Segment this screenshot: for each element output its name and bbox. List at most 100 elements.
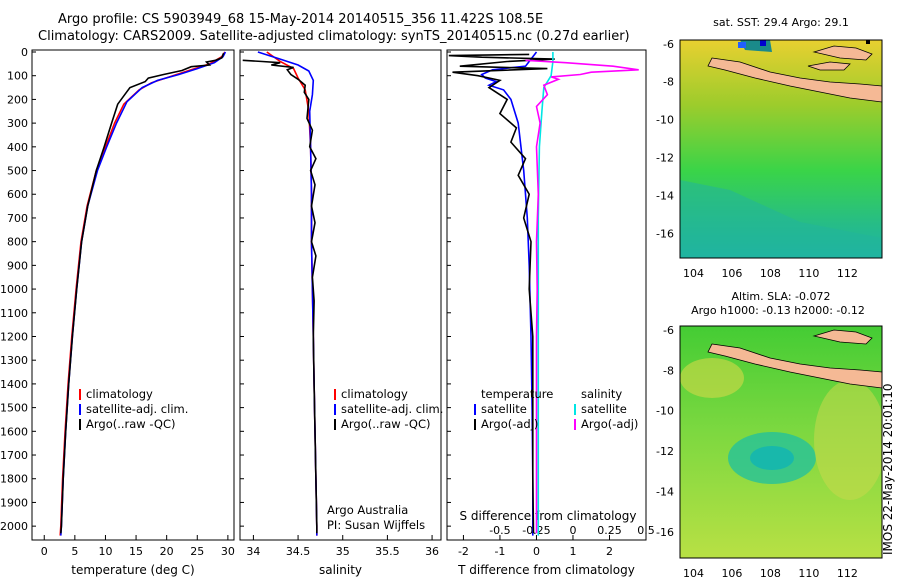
series-line [59,51,226,536]
y-tick-label: 300 [7,117,28,130]
legend-label: satellite-adj. clim. [341,402,443,416]
y-tick-label: 2000 [0,520,28,533]
x-tick-label: 108 [760,567,781,580]
legend-title: temperature [481,387,553,401]
y-tick-label: 1900 [0,496,28,509]
x-axis-label-top: S difference from climatology [460,509,637,523]
panel-frame-salinity [239,49,442,541]
series-line [480,51,538,536]
legend-label: Argo(-adj) [481,417,538,431]
y-tick-label: 500 [7,165,28,178]
x-tick-label: 10 [98,545,112,558]
legend-label: climatology [86,387,153,401]
x-axis-label: temperature (deg C) [71,563,194,577]
chart-title-line2: Climatology: CARS2009. Satellite-adjuste… [38,29,630,44]
x-tick-label: -1 [494,545,505,558]
series-line [60,52,225,534]
x-tick-label: 5 [71,545,78,558]
top-tick-label: 0.5 [637,524,655,537]
legend-label: satellite [581,402,627,416]
x-tick-label: 108 [760,267,781,280]
legend-label: satellite [481,402,527,416]
x-tick-label: 112 [837,267,858,280]
x-tick-label: 106 [721,267,742,280]
chart-title-line1: Argo profile: CS 5903949_68 15-May-2014 … [58,12,544,27]
x-tick-label: 2 [606,545,613,558]
x-tick-label: 1 [569,545,576,558]
x-tick-label: -2 [458,545,469,558]
panel-frame-temperature [31,49,235,541]
series-line [257,51,318,536]
legend-label: satellite-adj. clim. [86,402,188,416]
legend-title: salinity [581,387,622,401]
y-tick-label: 0 [21,46,28,59]
y-tick-label: 1200 [0,330,28,343]
series-line [537,52,554,536]
x-tick-label: 104 [683,267,704,280]
y-tick-label: -14 [656,485,674,498]
y-tick-label: -6 [663,38,674,51]
legend-label: climatology [341,387,408,401]
y-tick-label: -10 [656,114,674,127]
y-tick-label: 200 [7,93,28,106]
y-tick-label: 1800 [0,473,28,486]
series-line [448,53,555,534]
x-tick-label: 110 [798,567,819,580]
y-tick-label: -8 [663,76,674,89]
x-tick-label: 34.5 [286,545,311,558]
imos-timestamp: IMOS 22-May-2014 20:01:10 [881,383,895,555]
y-tick-label: 1500 [0,402,28,415]
y-tick-label: 1400 [0,378,28,391]
panel-frame-difference [446,49,647,541]
x-tick-label: 36 [425,545,439,558]
x-tick-label: 110 [798,267,819,280]
y-tick-label: 1100 [0,307,28,320]
x-tick-label: 0 [41,545,48,558]
y-tick-label: -6 [663,324,674,337]
y-tick-label: -12 [656,445,674,458]
x-tick-label: 25 [190,545,204,558]
y-tick-label: 1700 [0,449,28,462]
legend-label: Argo(..raw -QC) [341,417,431,431]
annotation-text: PI: Susan Wijffels [327,518,425,532]
y-tick-label: 600 [7,188,28,201]
x-tick-label: 20 [160,545,174,558]
y-tick-label: 800 [7,236,28,249]
x-tick-label: 34 [246,545,260,558]
series-line [60,51,227,536]
y-tick-label: 1300 [0,354,28,367]
map-title: sat. SST: 29.4 Argo: 29.1 [713,16,849,29]
y-tick-label: -12 [656,152,674,165]
sla-map [680,326,882,558]
series-line [242,59,318,534]
x-tick-label: 35 [336,545,350,558]
annotation-text: Argo Australia [327,503,408,517]
series-line [525,59,639,534]
y-tick-label: 400 [7,141,28,154]
y-tick-label: 100 [7,70,28,83]
y-tick-label: 700 [7,212,28,225]
x-tick-label: 106 [721,567,742,580]
x-tick-label: 15 [129,545,143,558]
profile-panels: 0 5 10 15 20 25 300100200300400500600700800900… [0,16,865,580]
legend-label: Argo(..raw -QC) [86,417,176,431]
x-axis-label: T difference from climatology [457,563,635,577]
x-tick-label: 0 [533,545,540,558]
x-tick-label: 104 [683,567,704,580]
y-tick-label: -16 [656,526,674,539]
x-axis-label: salinity [319,563,362,577]
x-tick-label: 112 [837,567,858,580]
sst-map [680,40,882,258]
top-tick-label: -0.5 [489,524,510,537]
y-tick-label: -8 [663,364,674,377]
y-tick-label: 1600 [0,425,28,438]
y-tick-label: -14 [656,189,674,202]
map-title: Altim. SLA: -0.072 [731,290,830,303]
top-tick-label: 0 [569,524,576,537]
legend-label: Argo(-adj) [581,417,638,431]
y-tick-label: -16 [656,227,674,240]
y-tick-label: 1000 [0,283,28,296]
y-tick-label: -10 [656,405,674,418]
top-tick-label: 0.25 [597,524,622,537]
